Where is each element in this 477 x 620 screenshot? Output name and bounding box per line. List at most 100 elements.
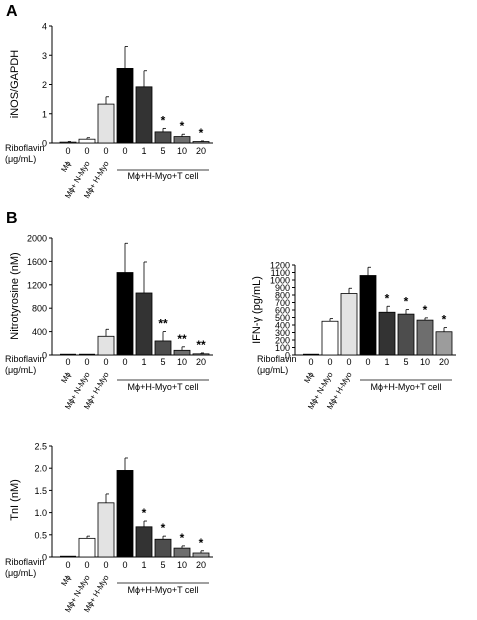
significance-mark: * xyxy=(423,303,428,317)
bar xyxy=(378,311,396,356)
dose-value: 0 xyxy=(122,357,127,367)
y-tick-label: 3 xyxy=(42,51,47,61)
riboflavin-row-title: Riboflavin xyxy=(5,143,45,153)
bar xyxy=(116,272,134,356)
significance-mark: * xyxy=(180,531,185,545)
bar xyxy=(78,138,96,144)
y-axis-label: Nitrotyrosine (nM) xyxy=(9,252,21,339)
category-label: Mϕ xyxy=(302,370,316,385)
riboflavin-row-unit: (μg/mL) xyxy=(257,365,288,375)
dose-value: 1 xyxy=(384,357,389,367)
dose-value: 0 xyxy=(84,146,89,156)
dose-value: 0 xyxy=(65,560,70,570)
bar xyxy=(340,293,358,356)
y-tick-label: 1200 xyxy=(27,280,47,290)
category-label: Mϕ xyxy=(59,159,73,174)
y-tick-label: 2.5 xyxy=(34,442,47,452)
significance-mark: * xyxy=(404,295,409,309)
category-label: Mϕ xyxy=(59,573,73,588)
significance-mark: * xyxy=(180,119,185,133)
group-caption: Mϕ+H-Myo+T cell xyxy=(128,382,199,392)
bar xyxy=(135,86,153,144)
dose-value: 0 xyxy=(122,146,127,156)
y-tick-label: 0 xyxy=(285,351,290,361)
dose-value: 0 xyxy=(103,146,108,156)
bar xyxy=(397,313,415,356)
riboflavin-row-title: Riboflavin xyxy=(5,354,45,364)
y-tick-label: 2 xyxy=(42,80,47,90)
dose-value: 20 xyxy=(196,146,206,156)
dose-value: 10 xyxy=(177,560,187,570)
bar xyxy=(78,537,96,558)
riboflavin-row-unit: (μg/mL) xyxy=(5,154,36,164)
significance-mark: ** xyxy=(177,332,187,346)
bar xyxy=(154,538,172,558)
bar xyxy=(97,335,115,356)
y-tick-label: 0 xyxy=(42,139,47,149)
dose-value: 0 xyxy=(122,560,127,570)
bar xyxy=(116,68,134,144)
dose-value: 20 xyxy=(196,560,206,570)
dose-value: 1 xyxy=(141,146,146,156)
riboflavin-row-title: Riboflavin xyxy=(257,354,297,364)
y-tick-label: 600 xyxy=(275,306,290,316)
group-caption: Mϕ+H-Myo+T cell xyxy=(371,382,442,392)
riboflavin-row-title: Riboflavin xyxy=(5,557,45,567)
bar xyxy=(321,320,339,356)
bar xyxy=(435,331,453,356)
significance-mark: * xyxy=(199,536,204,550)
y-tick-label: 0 xyxy=(42,553,47,563)
y-axis-label: iNOS/GAPDH xyxy=(9,50,21,119)
y-tick-label: 700 xyxy=(275,298,290,308)
riboflavin-row-unit: (μg/mL) xyxy=(5,365,36,375)
bar xyxy=(192,141,210,144)
dose-value: 10 xyxy=(420,357,430,367)
panel-label-a: A xyxy=(6,3,18,20)
y-tick-label: 1.5 xyxy=(34,486,47,496)
y-tick-label: 300 xyxy=(275,328,290,338)
significance-mark: * xyxy=(199,126,204,140)
dose-value: 0 xyxy=(346,357,351,367)
bar xyxy=(173,349,191,356)
dose-value: 1 xyxy=(141,560,146,570)
y-tick-label: 4 xyxy=(42,22,47,32)
y-tick-label: 800 xyxy=(275,291,290,301)
dose-value: 0 xyxy=(65,357,70,367)
dose-value: 0 xyxy=(65,146,70,156)
dose-value: 1 xyxy=(141,357,146,367)
y-tick-label: 2.0 xyxy=(34,464,47,474)
dose-value: 5 xyxy=(160,560,165,570)
dose-value: 5 xyxy=(403,357,408,367)
dose-value: 10 xyxy=(177,146,187,156)
bar xyxy=(135,292,153,356)
dose-value: 0 xyxy=(308,357,313,367)
dose-value: 0 xyxy=(327,357,332,367)
y-tick-label: 1200 xyxy=(270,261,290,271)
dose-value: 0 xyxy=(103,357,108,367)
bar xyxy=(154,131,172,144)
riboflavin-row-unit: (μg/mL) xyxy=(5,568,36,578)
y-tick-label: 800 xyxy=(32,304,47,314)
y-axis-label: TnI (nM) xyxy=(9,479,21,521)
significance-mark: * xyxy=(142,506,147,520)
significance-mark: * xyxy=(442,313,447,327)
bar xyxy=(135,526,153,558)
group-caption: Mϕ+H-Myo+T cell xyxy=(128,171,199,181)
bar xyxy=(173,136,191,144)
chart-2: 0100200300400500600700800900100011001200… xyxy=(251,261,456,411)
bar xyxy=(192,552,210,558)
y-tick-label: 1600 xyxy=(27,257,47,267)
y-tick-label: 500 xyxy=(275,313,290,323)
dose-value: 10 xyxy=(177,357,187,367)
dose-value: 0 xyxy=(84,560,89,570)
dose-value: 5 xyxy=(160,357,165,367)
chart-3: 0 0.5 1.0 1.5 2.0 2.5 TnI (nM) * * * * Riboflavin(μ… xyxy=(5,442,213,614)
y-tick-label: 0.5 xyxy=(34,530,47,540)
significance-mark: * xyxy=(385,291,390,305)
significance-mark: ** xyxy=(158,317,168,331)
y-axis-label: IFN-γ (pg/mL) xyxy=(251,276,263,344)
chart-0: 0 1 2 3 4 iNOS/GAPDH * * * Riboflavin(μg/mL) 0 0 0 0 1… xyxy=(5,22,213,200)
